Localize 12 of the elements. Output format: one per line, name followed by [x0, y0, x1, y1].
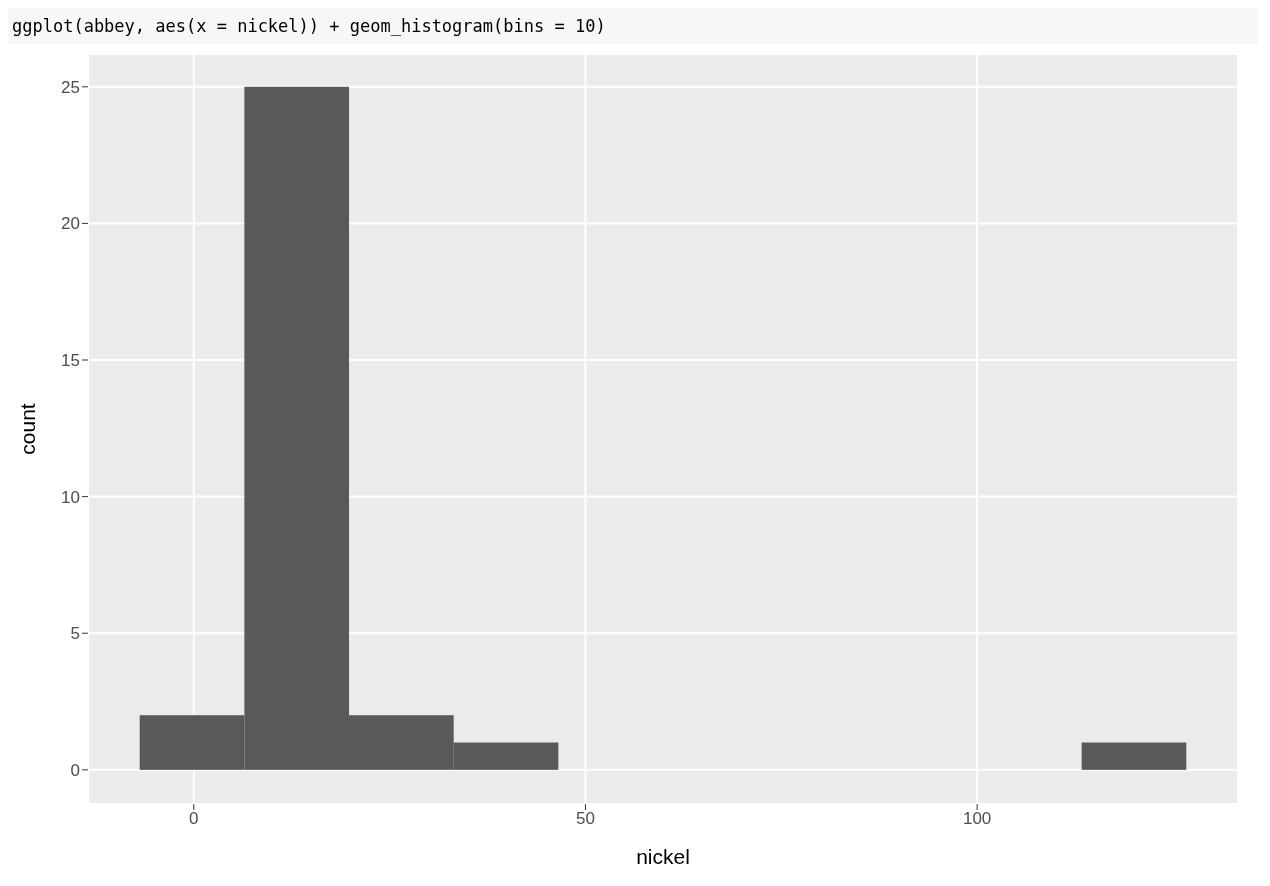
x-tick-label: 100 — [962, 809, 992, 829]
y-tick-label: 10 — [61, 487, 80, 507]
chart-title: ggplot(abbey, aes(x = nickel)) + geom_histogram(bins = 10) — [8, 8, 1258, 44]
y-tick-label: 25 — [61, 77, 80, 97]
x-tick-label: 0 — [189, 809, 199, 829]
x-axis-title: nickel — [636, 845, 690, 868]
y-axis-title: count — [16, 403, 40, 455]
y-tick-label: 15 — [61, 351, 80, 371]
y-tick-label: 0 — [70, 760, 80, 780]
x-tick-label: 50 — [575, 809, 595, 829]
y-tick-label: 20 — [61, 214, 80, 234]
y-tick-label: 5 — [70, 624, 80, 644]
